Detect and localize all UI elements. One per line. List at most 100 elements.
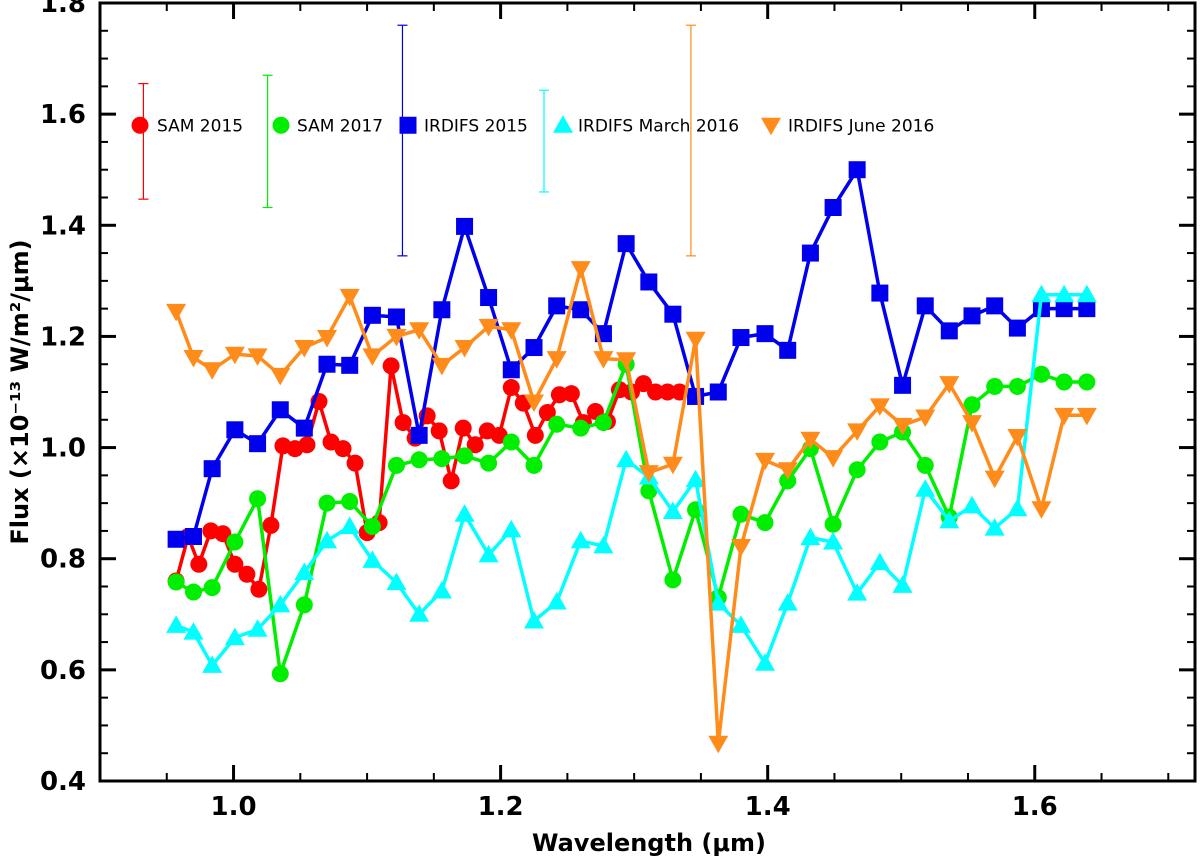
errorbars-group xyxy=(138,24,696,257)
data-point xyxy=(823,450,844,468)
data-point xyxy=(640,273,658,291)
data-point xyxy=(478,544,499,563)
data-point xyxy=(847,423,868,441)
series-group xyxy=(166,161,1097,754)
legend-label: SAM 2017 xyxy=(297,116,383,136)
data-point xyxy=(318,355,336,373)
data-point xyxy=(1055,373,1073,391)
data-point xyxy=(961,415,982,433)
data-point xyxy=(871,284,889,302)
y-tick-label: 1.4 xyxy=(40,211,86,241)
data-point xyxy=(617,235,635,253)
data-point xyxy=(525,339,543,357)
data-point xyxy=(167,573,185,591)
legend-label: IRDIFS June 2016 xyxy=(788,116,934,136)
data-point xyxy=(777,593,798,611)
data-point xyxy=(480,289,498,307)
data-point xyxy=(664,305,682,323)
data-point xyxy=(756,514,774,532)
data-point xyxy=(394,414,412,432)
data-point xyxy=(869,398,890,416)
data-point xyxy=(562,385,580,403)
data-point xyxy=(961,495,982,514)
data-point xyxy=(431,580,452,599)
data-point xyxy=(593,535,614,554)
data-point xyxy=(298,436,316,454)
x-axis-label: Wavelength (μm) xyxy=(532,829,766,857)
data-point xyxy=(986,297,1004,315)
data-point xyxy=(454,419,472,437)
data-point xyxy=(238,565,256,583)
data-point xyxy=(341,356,359,374)
data-point xyxy=(570,261,591,279)
data-point xyxy=(755,452,776,471)
data-point xyxy=(800,527,821,546)
data-point xyxy=(1055,300,1073,318)
data-point xyxy=(270,367,291,386)
data-point xyxy=(616,352,637,370)
data-point xyxy=(1078,300,1096,318)
data-point xyxy=(526,426,544,444)
data-point xyxy=(295,596,313,614)
legend-label: SAM 2015 xyxy=(157,116,243,136)
y-axis-label: Flux (×10⁻¹³ W/m²/μm) xyxy=(6,239,34,544)
data-point xyxy=(647,383,665,401)
data-point xyxy=(454,504,475,522)
data-point xyxy=(247,348,268,366)
legend-item: IRDIFS June 2016 xyxy=(761,116,934,136)
axes-group: 0.4 0.6 0.8 1.0 1.2 1.4 1.6 1.8 1.0 1.2 1.4 1.6 xyxy=(40,0,1195,822)
data-point xyxy=(431,357,452,376)
y-tick-label: 0.8 xyxy=(40,545,86,575)
data-point xyxy=(538,404,556,422)
data-point xyxy=(548,415,566,433)
data-point xyxy=(824,515,842,533)
data-point xyxy=(777,462,798,480)
data-point xyxy=(687,387,705,405)
data-point xyxy=(224,346,245,365)
data-point xyxy=(1032,365,1050,383)
data-point xyxy=(362,550,383,568)
data-point xyxy=(1076,407,1097,426)
data-point xyxy=(317,330,338,348)
data-point xyxy=(294,340,315,358)
data-point xyxy=(202,362,223,380)
data-point xyxy=(1078,373,1096,391)
data-point xyxy=(387,456,405,474)
data-point xyxy=(939,376,960,394)
data-point xyxy=(986,377,1004,395)
data-point xyxy=(166,303,187,322)
data-point xyxy=(203,460,221,478)
data-point xyxy=(916,297,934,315)
y-tick-label: 0.4 xyxy=(40,767,86,797)
plot-frame xyxy=(98,1,1197,783)
data-point xyxy=(410,426,428,444)
data-point xyxy=(940,322,958,340)
data-point xyxy=(963,396,981,414)
data-point xyxy=(226,533,244,551)
legend-marker xyxy=(272,116,290,134)
data-point xyxy=(708,593,729,611)
data-point xyxy=(346,454,364,472)
data-point xyxy=(894,376,912,394)
legend-item: SAM 2017 xyxy=(272,116,383,136)
data-point xyxy=(848,461,866,479)
data-point xyxy=(892,575,913,593)
data-point xyxy=(847,583,868,601)
data-point xyxy=(1031,501,1052,519)
data-point xyxy=(262,516,280,534)
data-point xyxy=(250,580,268,598)
data-point xyxy=(572,419,590,437)
data-point xyxy=(363,306,381,324)
data-point xyxy=(570,530,591,549)
series-irdifs-june-2016 xyxy=(166,261,1097,754)
data-point xyxy=(638,465,659,483)
data-point xyxy=(502,379,520,397)
data-point xyxy=(824,199,842,217)
x-tick-label: 1.0 xyxy=(211,792,257,822)
data-point xyxy=(892,417,913,436)
legend-label: IRDIFS March 2016 xyxy=(578,116,739,136)
data-point xyxy=(478,318,499,337)
data-point xyxy=(732,329,750,347)
data-point xyxy=(755,653,776,671)
